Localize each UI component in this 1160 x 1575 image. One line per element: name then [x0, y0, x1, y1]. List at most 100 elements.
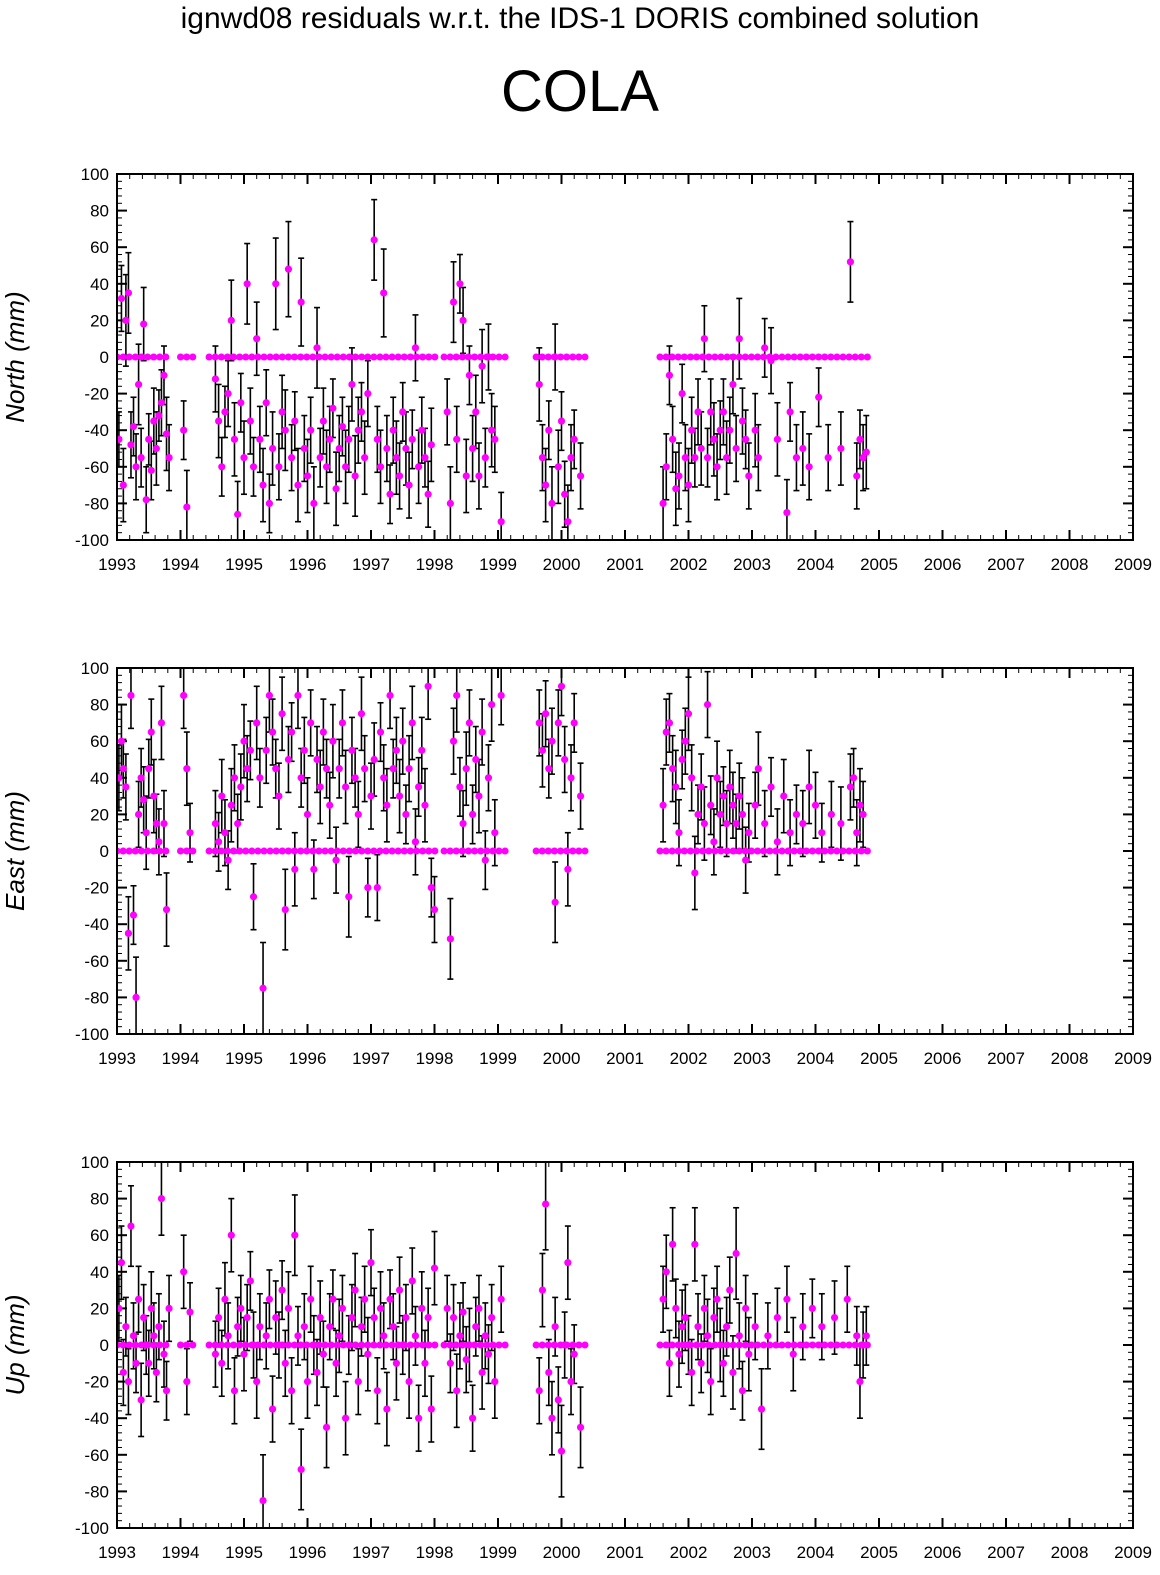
data-point	[329, 404, 337, 412]
x-tick-label: 2006	[924, 1543, 962, 1562]
data-point	[554, 719, 562, 727]
x-tick-label: 2008	[1051, 555, 1089, 574]
y-tick-label: -40	[84, 1409, 109, 1428]
data-point	[180, 426, 188, 434]
data-point	[183, 503, 191, 511]
data-point	[576, 792, 585, 800]
data-point	[373, 435, 381, 443]
data-point	[119, 481, 127, 489]
data-point	[561, 490, 569, 498]
data-point	[697, 444, 705, 453]
x-tick-label: 2008	[1051, 1543, 1089, 1562]
data-point	[160, 1350, 168, 1358]
data-point	[246, 746, 254, 754]
data-point	[370, 755, 378, 764]
data-point	[319, 1350, 327, 1358]
data-point	[152, 819, 160, 828]
data-point	[488, 1313, 496, 1322]
data-point	[237, 399, 245, 407]
data-point	[140, 1313, 148, 1322]
data-point	[313, 1368, 321, 1377]
data-point	[395, 792, 404, 800]
data-point	[291, 1231, 299, 1239]
data-point	[338, 1304, 347, 1312]
data-point	[538, 1286, 547, 1294]
data-point	[453, 1387, 461, 1395]
data-point	[142, 1341, 150, 1349]
data-point	[415, 463, 423, 471]
data-point	[332, 856, 340, 864]
data-point	[729, 801, 737, 809]
data-point	[278, 710, 286, 718]
data-point	[332, 485, 340, 493]
data-point	[488, 426, 496, 434]
data-point	[557, 682, 566, 690]
y-tick-label: 0	[100, 1336, 109, 1355]
data-point	[542, 481, 550, 489]
data-point	[364, 390, 372, 398]
data-point	[713, 774, 721, 782]
x-tick-label: 1996	[289, 555, 327, 574]
data-point	[783, 1295, 791, 1303]
y-tick-label: 80	[90, 696, 109, 715]
plot-frame	[116, 1161, 1134, 1529]
data-point	[278, 1286, 286, 1294]
data-point	[284, 1304, 293, 1312]
data-point	[275, 792, 283, 800]
data-point	[411, 838, 420, 846]
data-point	[472, 408, 480, 416]
data-point	[710, 838, 718, 846]
x-tick-label: 2001	[606, 1049, 644, 1068]
data-point	[449, 298, 458, 306]
data-point	[281, 1359, 289, 1367]
data-point	[155, 838, 163, 846]
data-point	[469, 444, 477, 453]
data-point	[373, 884, 381, 892]
data-point	[735, 792, 743, 800]
data-point	[329, 1295, 337, 1303]
data-point	[392, 746, 400, 754]
data-point	[824, 454, 832, 462]
data-point	[665, 1359, 674, 1367]
data-point	[150, 417, 158, 425]
data-point	[155, 1323, 163, 1331]
data-point	[351, 1286, 359, 1294]
data-point	[272, 1313, 280, 1322]
data-point	[215, 417, 223, 425]
y-tick-label: -60	[84, 952, 109, 971]
data-point	[551, 1323, 559, 1331]
y-tick-label: 100	[81, 165, 109, 184]
x-tick-label: 2006	[924, 1049, 962, 1068]
x-tick-label: 1993	[98, 555, 136, 574]
data-point	[561, 755, 569, 764]
data-point	[732, 444, 740, 453]
data-point	[157, 719, 166, 727]
data-point	[497, 518, 505, 526]
data-point	[430, 905, 439, 914]
data-point	[465, 719, 474, 727]
data-point	[145, 765, 153, 773]
data-point	[211, 819, 220, 828]
data-point	[134, 1295, 143, 1303]
data-point	[421, 454, 429, 462]
data-point	[859, 810, 867, 819]
data-point	[469, 810, 477, 819]
data-point	[742, 856, 750, 864]
data-point	[856, 435, 864, 443]
data-point	[754, 454, 762, 462]
data-point	[262, 746, 270, 754]
data-point	[846, 258, 855, 266]
data-point	[218, 463, 226, 471]
data-point	[249, 893, 258, 901]
data-point	[850, 774, 858, 782]
x-tick-label: 1999	[479, 1543, 517, 1562]
data-point	[127, 1222, 135, 1230]
data-point	[132, 1359, 140, 1367]
data-point	[694, 810, 702, 819]
data-point	[180, 1268, 188, 1276]
data-point	[545, 765, 553, 773]
data-point	[723, 1323, 731, 1331]
data-point	[700, 335, 708, 343]
data-point	[234, 819, 242, 828]
data-point	[218, 1359, 226, 1367]
